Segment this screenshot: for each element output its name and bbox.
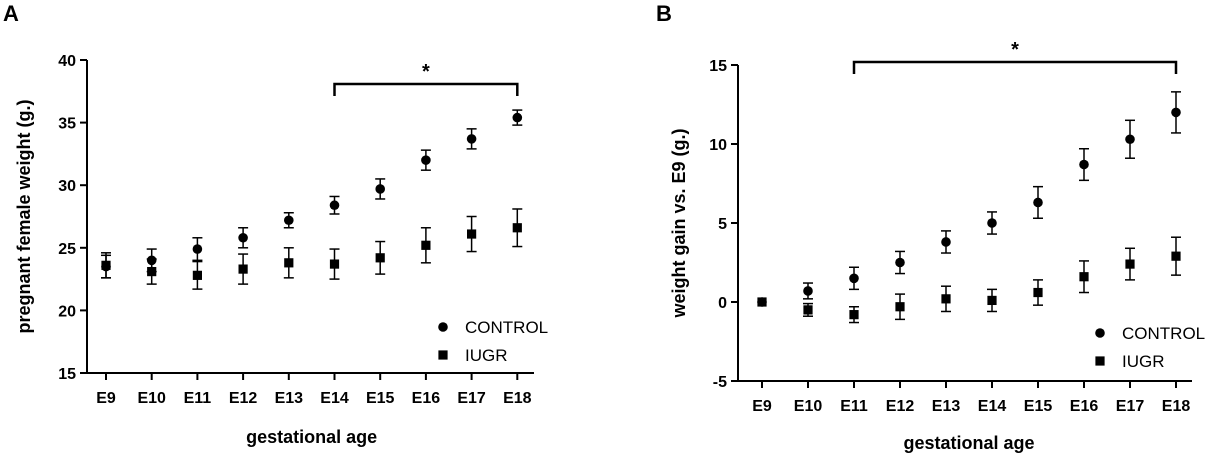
data-point-iugr [375,253,385,263]
data-point-iugr [1033,287,1043,298]
data-point-control [421,155,431,165]
data-point-control [1079,159,1089,170]
data-point-control [849,273,859,284]
significance-star: * [1011,39,1019,61]
legend-marker-iugr [1095,356,1105,366]
data-point-control [941,237,951,247]
data-point-iugr [284,258,294,268]
x-tick-label: E16 [412,390,441,407]
significance-bracket [852,60,1178,74]
data-point-control [238,232,248,243]
data-point-iugr [467,229,477,239]
data-point-iugr [329,259,340,269]
data-point-iugr [1079,272,1089,282]
data-point-control [1033,197,1043,208]
data-point-iugr [803,305,813,315]
data-point-control [512,112,523,123]
data-point-iugr [192,270,202,280]
data-point-control [329,200,340,211]
x-axis-title: gestational age [246,427,377,447]
y-tick-label: 15 [709,58,727,75]
legend-label: CONTROL [465,318,548,337]
x-tick-label: E14 [978,398,1007,415]
data-point-control [192,244,203,254]
x-tick-label: E12 [229,390,258,407]
data-point-iugr [1125,259,1135,269]
data-point-control [284,215,294,226]
data-point-control [987,218,997,228]
y-tick-label: 25 [58,241,76,258]
x-tick-label: E17 [457,390,486,407]
x-tick-label: E12 [886,398,915,415]
y-axis-title: weight gain vs. E9 (g.) [669,128,689,318]
panel-letter-a: A [3,1,19,26]
legend-marker-iugr [438,350,448,360]
y-tick-label: 15 [58,366,76,383]
data-point-iugr [147,266,157,277]
data-point-iugr [101,260,111,270]
chart-panel-a: 15 20 25 30 35 40 E9 E10 E11 E12 E13 E14 E15 E16 E17 E1… [14,53,548,447]
y-tick-label: 10 [709,137,727,154]
data-point-control [466,134,477,144]
legend-label: IUGR [465,346,508,365]
data-point-iugr [757,297,767,307]
x-tick-label: E9 [96,390,116,407]
x-tick-label: E16 [1070,398,1099,415]
x-tick-label: E17 [1116,398,1145,415]
data-point-iugr [849,310,859,320]
legend-label: IUGR [1122,352,1165,371]
y-tick-label: 20 [58,303,76,320]
y-tick-label: 35 [58,116,76,133]
legend-marker-control [438,322,448,332]
x-tick-label: E10 [137,390,166,407]
x-axis-title: gestational age [903,433,1034,453]
y-tick-label: 30 [58,178,76,195]
x-tick-label: E15 [1024,398,1053,415]
y-tick-label: -5 [713,374,727,391]
panel-letter-b: B [656,1,672,26]
x-tick-label: E11 [840,398,868,415]
legend-marker-control [1095,328,1105,338]
data-point-control [895,257,905,268]
data-point-iugr [895,302,905,312]
y-tick-label: 0 [718,295,727,312]
x-tick-label: E9 [752,398,772,415]
data-point-control [1171,107,1181,118]
x-tick-label: E15 [366,390,395,407]
data-point-control [803,286,813,296]
data-point-iugr [1171,251,1181,261]
x-tick-label: E14 [320,390,349,407]
y-tick-label: 40 [58,53,76,70]
x-tick-label: E10 [794,398,823,415]
data-point-iugr [941,294,951,304]
x-tick-label: E18 [503,390,532,407]
x-tick-label: E18 [1162,398,1191,415]
x-tick-label: E11 [184,390,212,407]
data-point-control [375,184,386,194]
chart-panel-b: -5 0 5 10 15 E9 E10 E11 E12 E13 E14 E15 E16 E17 E18 wei… [669,39,1205,453]
data-point-iugr [987,295,997,306]
y-tick-label: 5 [718,216,727,233]
y-axis-title: pregnant female weight (g.) [14,99,34,333]
x-tick-label: E13 [932,398,961,415]
data-point-iugr [238,264,248,274]
data-point-iugr [421,240,431,250]
legend-label: CONTROL [1122,324,1205,343]
significance-bracket [333,82,519,96]
data-point-control [1125,134,1135,145]
significance-star: * [422,61,430,83]
data-point-iugr [512,223,522,233]
x-tick-label: E13 [275,390,304,407]
